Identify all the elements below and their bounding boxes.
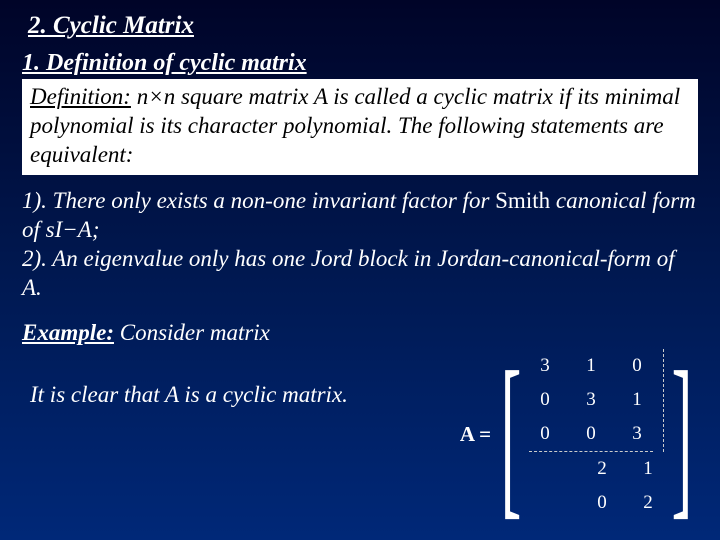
example-text: Example: Consider matrix It is clear tha… [22,320,392,408]
example-conclusion: It is clear that A is a cyclic matrix. [30,382,392,408]
sub-title: 1. Definition of cyclic matrix [22,50,698,77]
matrix-cell: 3 [581,389,601,411]
matrix-body: 3 1 0 0 3 1 0 0 3 2 1 0 [525,343,668,526]
statement-1: 1). There only exists a non-one invarian… [22,187,698,245]
example-label: Example: [22,320,114,345]
left-bracket-icon: [ [501,354,522,516]
example-label-line: Example: Consider matrix [22,320,392,346]
matrix-row: 3 1 0 [529,349,653,383]
statements: 1). There only exists a non-one invarian… [22,187,698,302]
matrix-cell: 2 [638,492,658,514]
example-rest: Consider matrix [114,320,270,345]
matrix-cell: 1 [581,355,601,377]
matrix-cell: 0 [581,423,601,445]
matrix-cell: 1 [638,458,658,480]
matrix-row: 0 0 3 [529,417,653,452]
matrix-cell: 3 [535,355,555,377]
matrix-label: A = [460,422,491,447]
matrix-cell: 3 [627,423,647,445]
matrix-cell: 0 [535,389,555,411]
matrix-cell: 2 [592,458,612,480]
matrix-cell: 1 [627,389,647,411]
section-title: 2. Cyclic Matrix [28,12,698,40]
stmt1-part-a: 1). There only exists a non-one invarian… [22,188,495,213]
upper-block: 3 1 0 0 3 1 0 0 3 [529,349,664,452]
matrix-area: A = [ 3 1 0 0 3 1 0 0 3 2 1 [460,343,696,526]
right-bracket-icon: ] [672,354,693,516]
matrix-cell: 0 [627,355,647,377]
matrix-cell: 0 [592,492,612,514]
definition-box: Definition: n×n square matrix A is calle… [22,79,698,175]
matrix-cell: 0 [535,423,555,445]
matrix-row: 0 3 1 [529,383,653,417]
statement-2: 2). An eigenvalue only has one Jord bloc… [22,245,698,303]
lower-block: 2 1 0 2 [576,452,664,520]
matrix-row: 0 2 [586,486,664,520]
definition-label: Definition: [30,84,131,109]
lower-wrap: 2 1 0 2 [529,452,664,520]
matrix-row: 2 1 [586,452,664,486]
stmt1-smith: Smith [495,188,550,213]
stmt1-part-c: I−A; [55,217,100,242]
